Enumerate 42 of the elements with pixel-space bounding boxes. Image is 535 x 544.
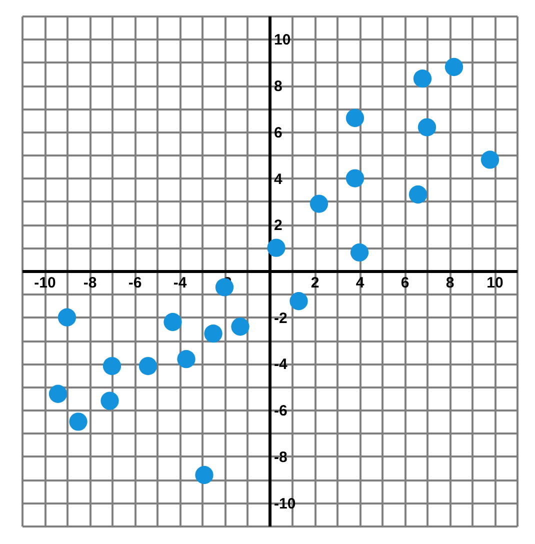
point [195, 466, 214, 484]
x-tick-label: 4 [356, 274, 365, 292]
point [350, 243, 369, 262]
point [48, 384, 68, 403]
y-tick-label: 6 [274, 124, 282, 142]
point [408, 185, 428, 204]
x-tick-label: -4 [173, 274, 188, 292]
y-tick-label: -2 [274, 310, 288, 327]
y-tick-label: -4 [274, 356, 288, 374]
x-tick-label: 6 [400, 274, 410, 292]
point [69, 412, 88, 431]
point [418, 118, 436, 136]
point [310, 194, 328, 213]
point [480, 150, 500, 169]
point [413, 70, 432, 88]
y-tick-label: -6 [274, 402, 288, 420]
y-tick-label: 4 [274, 170, 283, 188]
point [231, 318, 250, 336]
point [58, 308, 76, 326]
y-tick-label: 8 [274, 78, 282, 96]
x-tick-label: -8 [83, 274, 97, 292]
point [346, 169, 364, 188]
point [215, 278, 234, 296]
point [444, 58, 464, 76]
point [177, 350, 196, 368]
point [267, 238, 286, 257]
y-tick-label: 10 [274, 32, 291, 49]
point [346, 108, 364, 128]
point [102, 356, 122, 376]
point [164, 312, 182, 332]
x-tick-label: 2 [310, 274, 320, 292]
x-tick-label: 8 [446, 274, 454, 292]
point [290, 292, 308, 310]
point [204, 324, 222, 343]
x-tick-label: -10 [34, 274, 56, 292]
y-tick-label: -10 [274, 495, 296, 512]
x-tick-label: 10 [486, 274, 504, 292]
point [100, 392, 119, 410]
y-tick-label: -8 [274, 448, 288, 466]
x-tick-label: -6 [128, 274, 142, 292]
point [138, 356, 158, 376]
y-tick-label: 2 [274, 217, 282, 234]
